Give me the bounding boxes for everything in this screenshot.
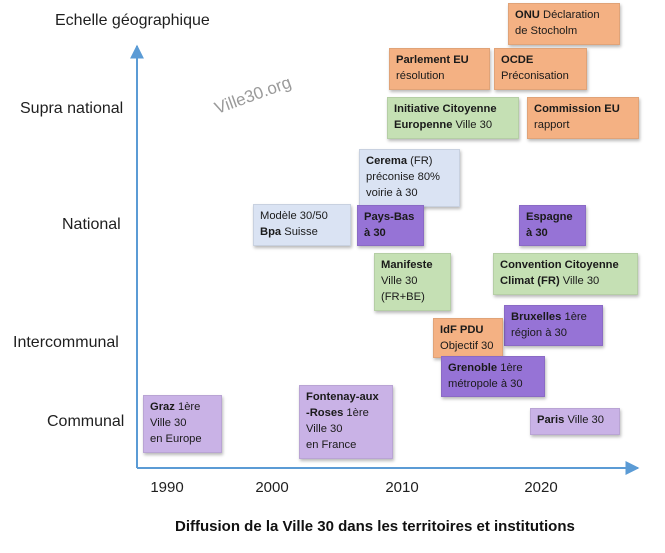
level-label-supra-national: Supra national — [20, 100, 124, 117]
box-espagne: Espagne à 30 — [519, 205, 586, 246]
y-axis-title: Echelle géographique — [55, 12, 210, 29]
level-label-national: National — [62, 216, 121, 233]
box-initiative-citoyenne: Initiative Citoyenne Europenne Ville 30 — [387, 97, 519, 139]
box-ocde: OCDE Préconisation — [494, 48, 587, 90]
year-tick-1990: 1990 — [150, 479, 184, 496]
box-onu: ONU Déclaration de Stocholm — [508, 3, 620, 45]
box-paris: Paris Ville 30 — [530, 408, 620, 435]
box-convention-citoyenne: Convention Citoyenne Climat (FR) Ville 3… — [493, 253, 638, 295]
box-pays-bas: Pays-Bas à 30 — [357, 205, 424, 246]
year-tick-2020: 2020 — [524, 479, 558, 496]
year-tick-2010: 2010 — [385, 479, 419, 496]
box-fontenay-aux-roses: Fontenay-aux -Roses 1ère Ville 30 en Fra… — [299, 385, 393, 459]
box-idf-pdu: IdF PDU Objectif 30 — [433, 318, 503, 358]
box-parlement-eu: Parlement EU résolution — [389, 48, 490, 90]
level-label-communal: Communal — [47, 413, 125, 430]
box-modele-30-50: Modèle 30/50 Bpa Suisse — [253, 204, 351, 246]
box-grenoble: Grenoble 1ère métropole à 30 — [441, 356, 545, 397]
diagram-caption: Diffusion de la Ville 30 dans les territ… — [175, 518, 575, 535]
box-bruxelles: Bruxelles 1ère région à 30 — [504, 305, 603, 346]
box-commission-eu: Commission EU rapport — [527, 97, 639, 139]
level-label-intercommunal: Intercommunal — [13, 334, 119, 351]
box-graz: Graz 1ère Ville 30 en Europe — [143, 395, 222, 453]
box-manifeste: Manifeste Ville 30 (FR+BE) — [374, 253, 451, 311]
box-cerema: Cerema (FR) préconise 80% voirie à 30 — [359, 149, 460, 207]
year-tick-2000: 2000 — [255, 479, 289, 496]
